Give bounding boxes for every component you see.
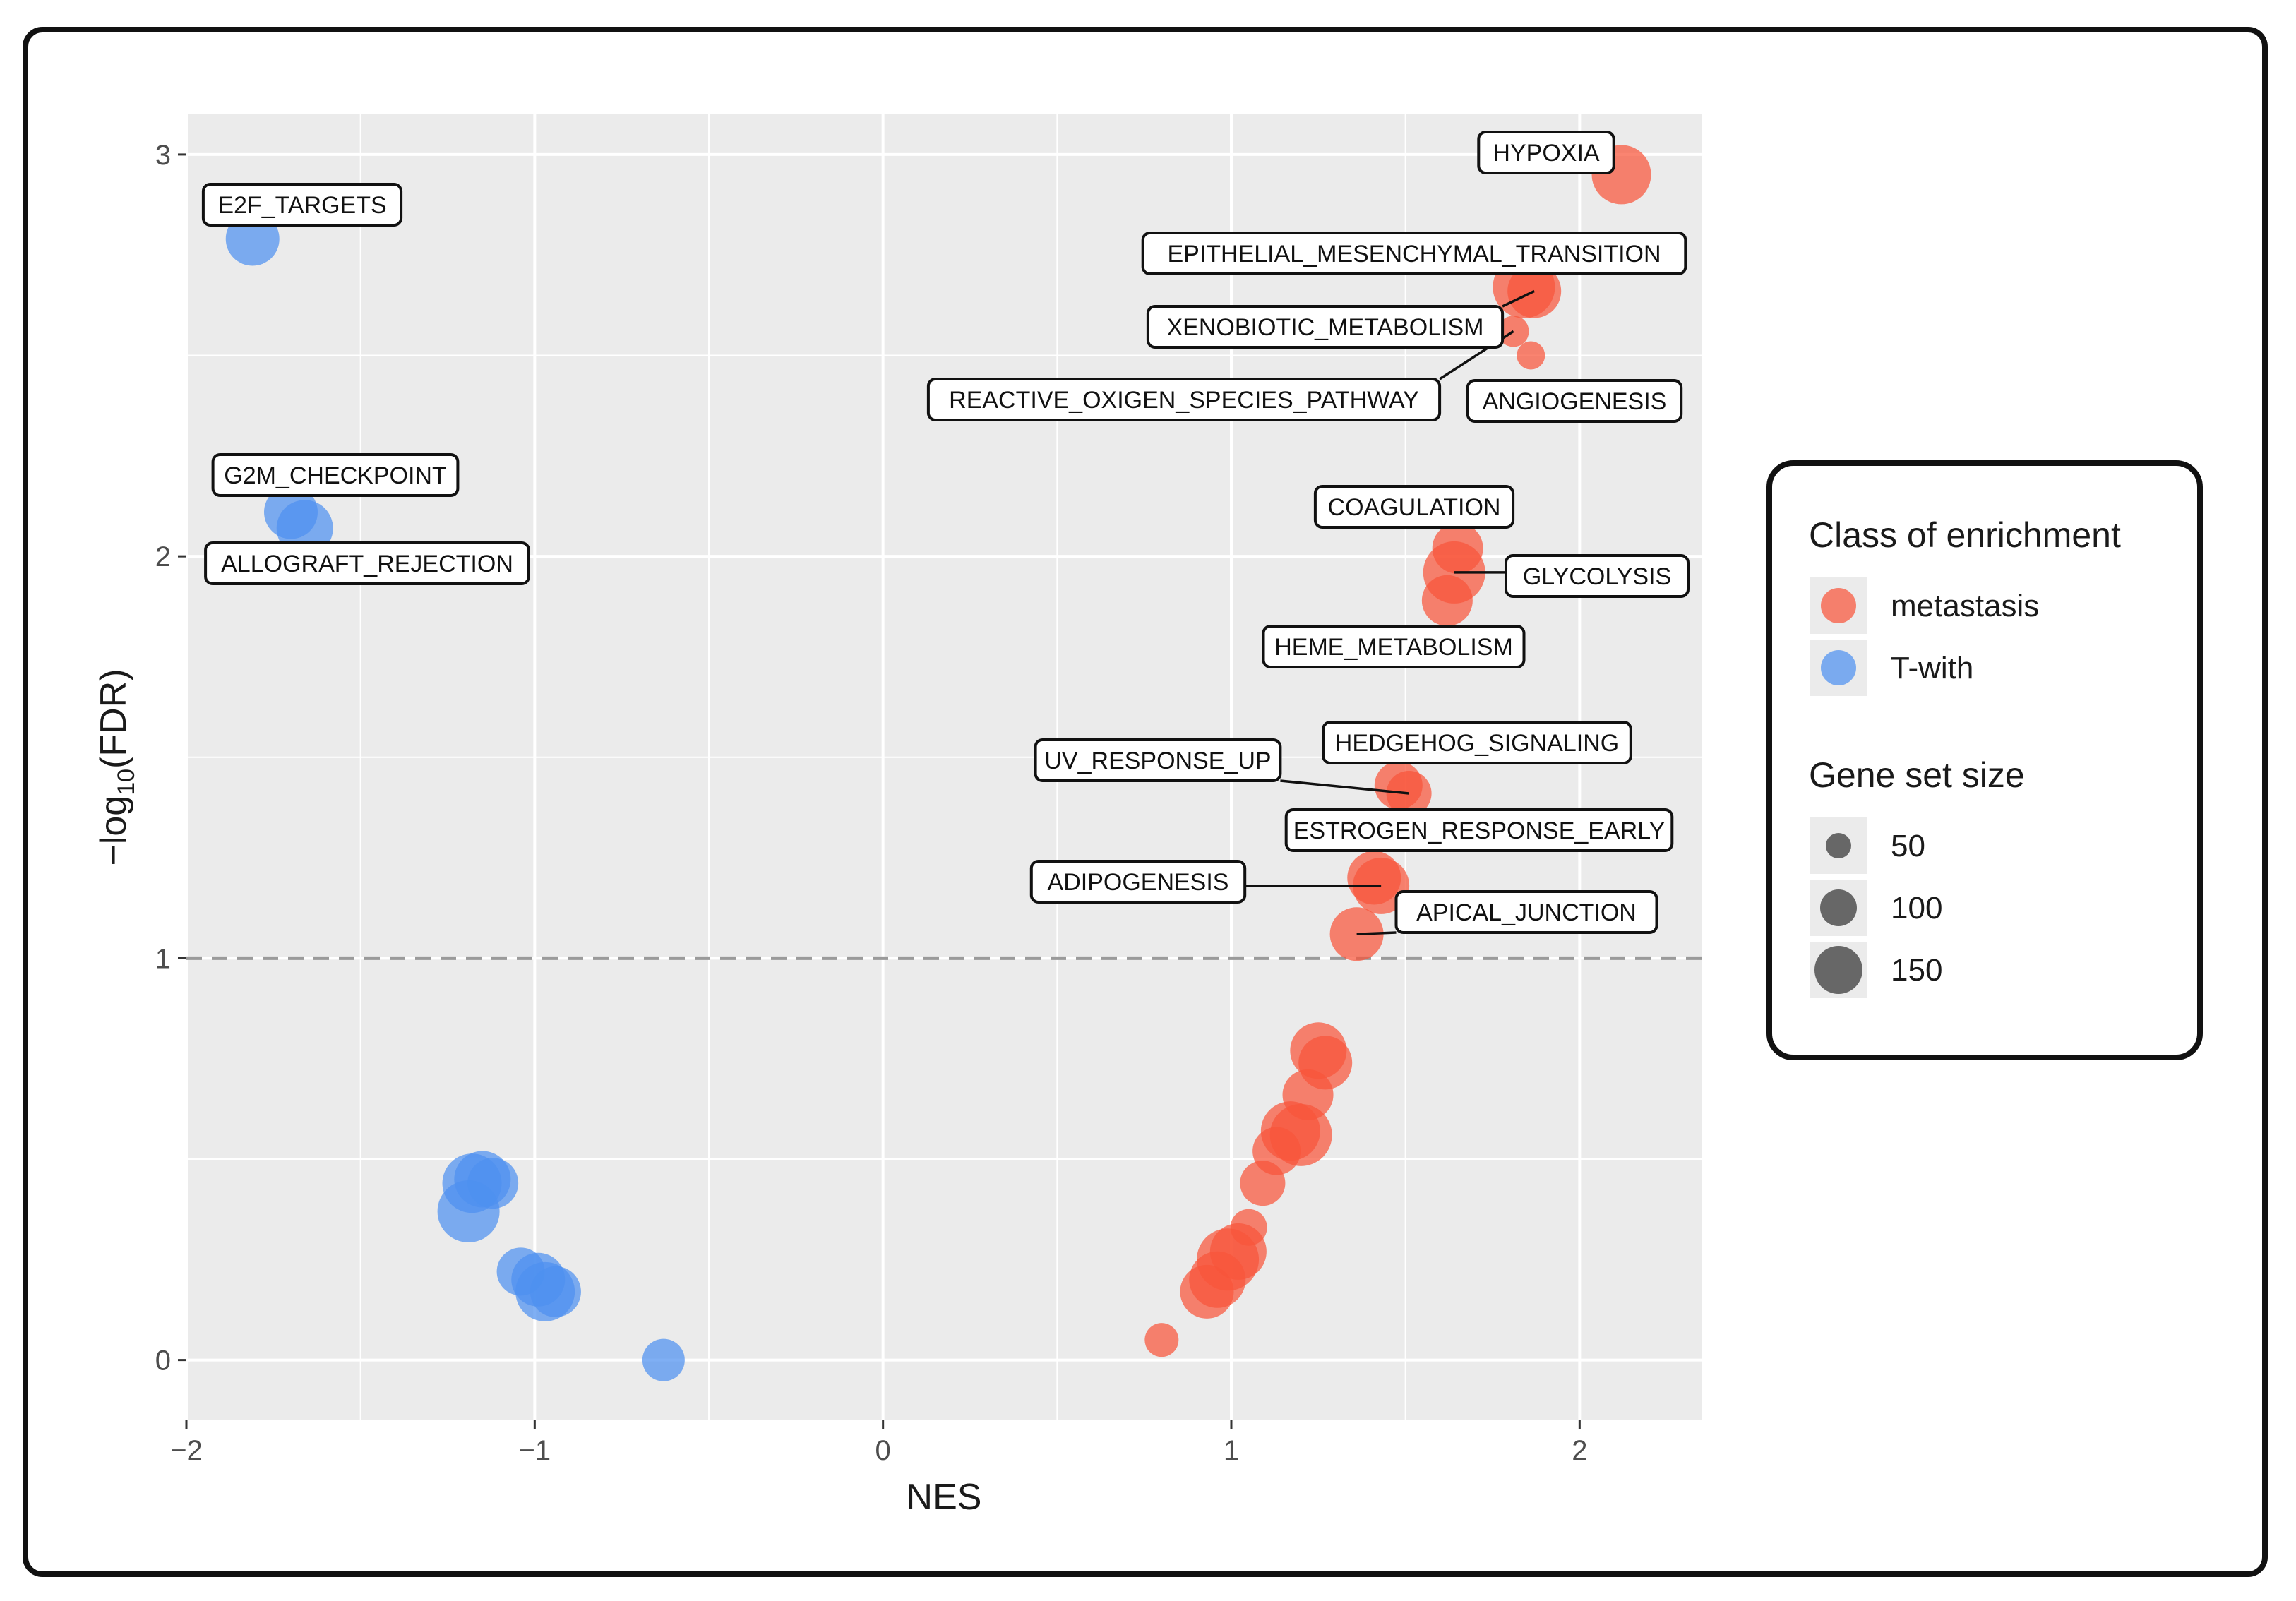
legend-color-label: T-with bbox=[1891, 651, 1973, 685]
size-legend-key bbox=[1814, 946, 1862, 994]
metastasis-legend-key bbox=[1821, 588, 1856, 623]
y-tick-label: 1 bbox=[155, 943, 171, 974]
legend-color-label: metastasis bbox=[1891, 589, 2039, 623]
point-label-box bbox=[1313, 485, 1515, 529]
t-with-legend-key bbox=[1821, 650, 1856, 685]
legend-size-title: Gene set size bbox=[1809, 755, 2025, 795]
legend-color-title: Class of enrichment bbox=[1809, 515, 2121, 555]
point-label-text: EPITHELIAL_MESENCHYMAL_TRANSITION bbox=[1167, 241, 1661, 268]
point-label: E2F_TARGETS bbox=[201, 183, 403, 227]
point-label-text: ESTROGEN_RESPONSE_EARLY bbox=[1293, 817, 1666, 844]
legend-size-label: 50 bbox=[1891, 829, 1925, 863]
label-leader-line bbox=[1280, 779, 1409, 795]
point-label-box bbox=[1141, 232, 1687, 275]
metastasis-point bbox=[1180, 1264, 1234, 1319]
y-tick-label: 0 bbox=[155, 1345, 171, 1377]
point-label-text: G2M_CHECKPOINT bbox=[224, 462, 447, 489]
point-label-text: ALLOGRAFT_REJECTION bbox=[221, 551, 513, 577]
legend-box bbox=[1766, 460, 2203, 1060]
point-label-text: XENOBIOTIC_METABOLISM bbox=[1166, 314, 1483, 341]
y-tick-label: 3 bbox=[155, 140, 171, 171]
point-label: COAGULATION bbox=[1313, 485, 1515, 529]
size-legend-key bbox=[1826, 833, 1851, 858]
point-label-text: HEDGEHOG_SIGNALING bbox=[1335, 730, 1619, 757]
point-label-text: UV_RESPONSE_UP bbox=[1044, 748, 1271, 774]
t-with-point bbox=[437, 1180, 500, 1242]
point-label-box bbox=[1505, 554, 1690, 598]
point-label-text: HYPOXIA bbox=[1493, 140, 1599, 167]
metastasis-point bbox=[1421, 575, 1473, 626]
point-label: XENOBIOTIC_METABOLISM bbox=[1146, 305, 1505, 349]
point-label-text: HEME_METABOLISM bbox=[1274, 634, 1513, 661]
point-label: ESTROGEN_RESPONSE_EARLY bbox=[1284, 808, 1674, 852]
point-label-box bbox=[1477, 131, 1615, 174]
point-label-box bbox=[1284, 808, 1674, 852]
point-label: G2M_CHECKPOINT bbox=[211, 453, 460, 497]
t-with-point bbox=[530, 1266, 581, 1317]
metastasis-point bbox=[1144, 1323, 1179, 1357]
point-label-box bbox=[1466, 379, 1683, 423]
legend-size-label: 100 bbox=[1891, 891, 1942, 925]
legend-size-label: 150 bbox=[1891, 953, 1942, 988]
legend: Class of enrichment metastasis T-with Gene … bbox=[1766, 460, 2203, 1060]
point-label-box bbox=[201, 183, 403, 227]
point-label-text: E2F_TARGETS bbox=[217, 192, 386, 219]
x-axis-title: NES bbox=[907, 1477, 982, 1518]
point-label-box bbox=[204, 541, 530, 585]
point-label-box bbox=[1146, 305, 1505, 349]
label-leader-line bbox=[1502, 289, 1535, 308]
point-label: EPITHELIAL_MESENCHYMAL_TRANSITION bbox=[1141, 232, 1687, 275]
point-label-box bbox=[1029, 860, 1247, 904]
point-label: HEME_METABOLISM bbox=[1262, 625, 1526, 668]
x-tick-label: 2 bbox=[1572, 1435, 1587, 1466]
point-label: REACTIVE_OXIGEN_SPECIES_PATHWAY bbox=[926, 378, 1442, 421]
label-leaders bbox=[1245, 289, 1535, 935]
point-label-box bbox=[926, 378, 1442, 421]
x-tick-label: −1 bbox=[519, 1435, 551, 1466]
point-label-text: ADIPOGENESIS bbox=[1048, 869, 1229, 896]
point-label-box bbox=[211, 453, 460, 497]
point-label-box bbox=[1394, 890, 1658, 934]
metastasis-point bbox=[1517, 341, 1545, 370]
point-label-text: ANGIOGENESIS bbox=[1483, 388, 1667, 415]
point-label: APICAL_JUNCTION bbox=[1394, 890, 1658, 934]
point-label-box bbox=[1262, 625, 1526, 668]
point-label-text: COAGULATION bbox=[1328, 494, 1501, 521]
point-label-text: APICAL_JUNCTION bbox=[1416, 899, 1637, 926]
point-label: ANGIOGENESIS bbox=[1466, 379, 1683, 423]
point-label: GLYCOLYSIS bbox=[1505, 554, 1690, 598]
point-label: HYPOXIA bbox=[1477, 131, 1615, 174]
x-tick-label: −2 bbox=[170, 1435, 203, 1466]
point-label: ADIPOGENESIS bbox=[1029, 860, 1247, 904]
point-label: UV_RESPONSE_UP bbox=[1034, 738, 1282, 782]
metastasis-point bbox=[1240, 1161, 1286, 1206]
y-axis-title: −log10(FDR) bbox=[93, 668, 140, 865]
point-label-box bbox=[1322, 721, 1632, 764]
point-label-text: REACTIVE_OXIGEN_SPECIES_PATHWAY bbox=[949, 387, 1419, 414]
size-legend-key bbox=[1820, 889, 1857, 926]
point-label-box bbox=[1034, 738, 1282, 782]
point-label-text: GLYCOLYSIS bbox=[1523, 563, 1671, 590]
t-with-point bbox=[642, 1338, 685, 1381]
x-tick-label: 1 bbox=[1224, 1435, 1239, 1466]
y-tick-label: 2 bbox=[155, 541, 171, 572]
point-label: ALLOGRAFT_REJECTION bbox=[204, 541, 530, 585]
point-labels: E2F_TARGETS G2M_CHECKPOINT ALLOGRAFT_REJEC… bbox=[201, 131, 1690, 934]
point-label: HEDGEHOG_SIGNALING bbox=[1322, 721, 1632, 764]
axes: −2 −1 0 1 2 0 1 2 3 NES −log10(FDR) bbox=[93, 140, 1587, 1518]
label-leader-line bbox=[1356, 931, 1397, 935]
x-tick-label: 0 bbox=[875, 1435, 891, 1466]
